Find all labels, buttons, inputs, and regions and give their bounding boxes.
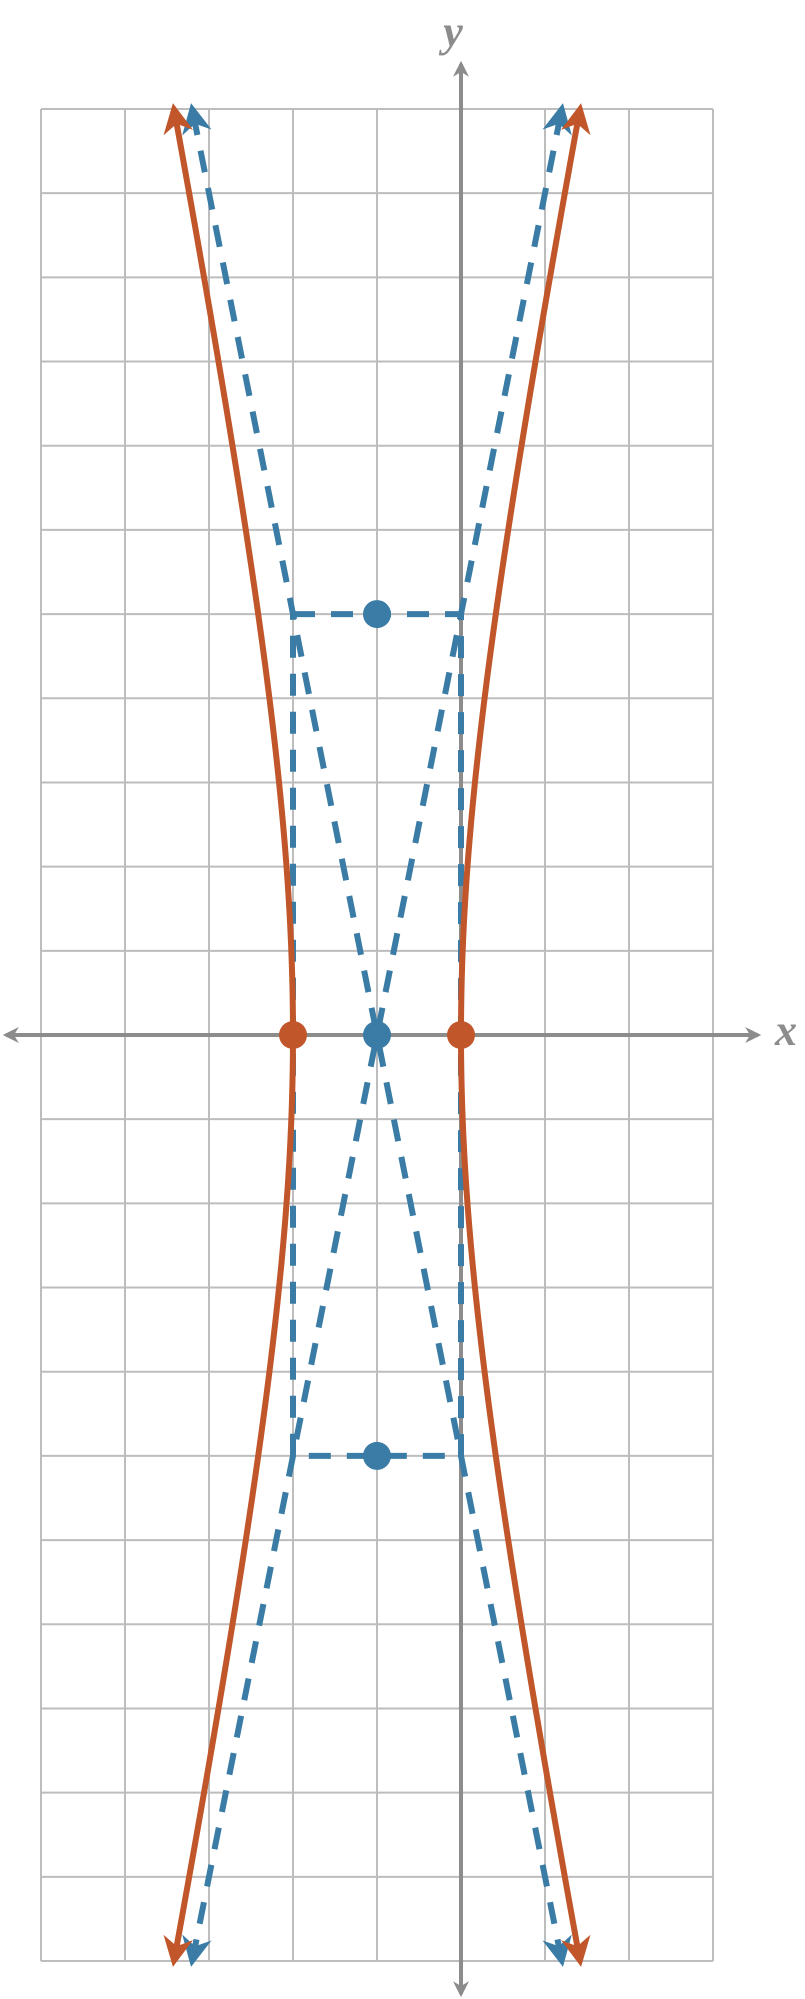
vertex: [279, 1021, 307, 1049]
co-vertex: [363, 1441, 391, 1470]
asymptote: [182, 103, 572, 1967]
center-point: [363, 1021, 391, 1049]
x-axis-label: x: [774, 1006, 797, 1055]
vertex: [447, 1021, 475, 1049]
y-axis-label: y: [438, 7, 463, 56]
co-vertex: [363, 600, 391, 629]
